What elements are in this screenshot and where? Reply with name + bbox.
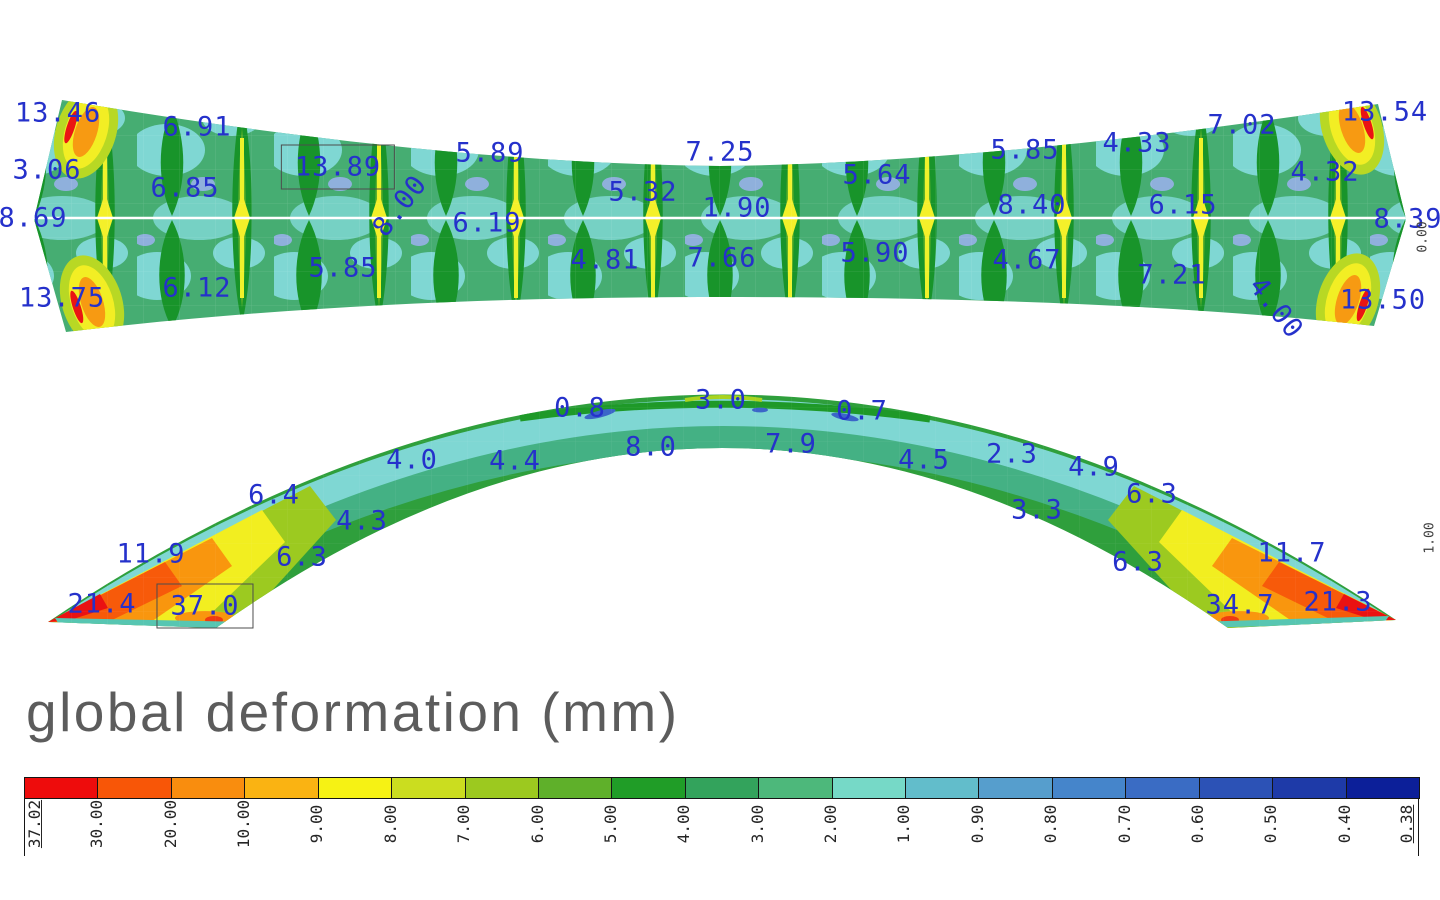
colorbar-segment: [978, 778, 1052, 798]
colorbar-segment: [1272, 778, 1346, 798]
colorbar-segment: [244, 778, 318, 798]
chart-title: global deformation (mm): [26, 681, 680, 743]
colorbar-segment: [1125, 778, 1199, 798]
colorbar-segment: [1198, 778, 1273, 798]
colorbar-segment: [831, 778, 906, 798]
colorbar-segment: [1345, 778, 1420, 798]
colorbar-segment: [97, 778, 171, 798]
colorbar-segment: [25, 778, 98, 798]
colorbar-segment: [537, 778, 612, 798]
deck-contour-plot: [34, 100, 1406, 332]
colorbar-segment: [905, 778, 979, 798]
colorbar-segment: [317, 778, 392, 798]
colorbar-segment: [464, 778, 538, 798]
colorbar: [24, 777, 1420, 799]
colorbar-segment: [684, 778, 759, 798]
colorbar-segment: [611, 778, 685, 798]
colorbar-segment: [391, 778, 465, 798]
colorbar-segment: [170, 778, 245, 798]
colorbar-segment: [1051, 778, 1126, 798]
colorbar-segment: [758, 778, 832, 798]
arch-contour-plot: [48, 394, 1396, 628]
